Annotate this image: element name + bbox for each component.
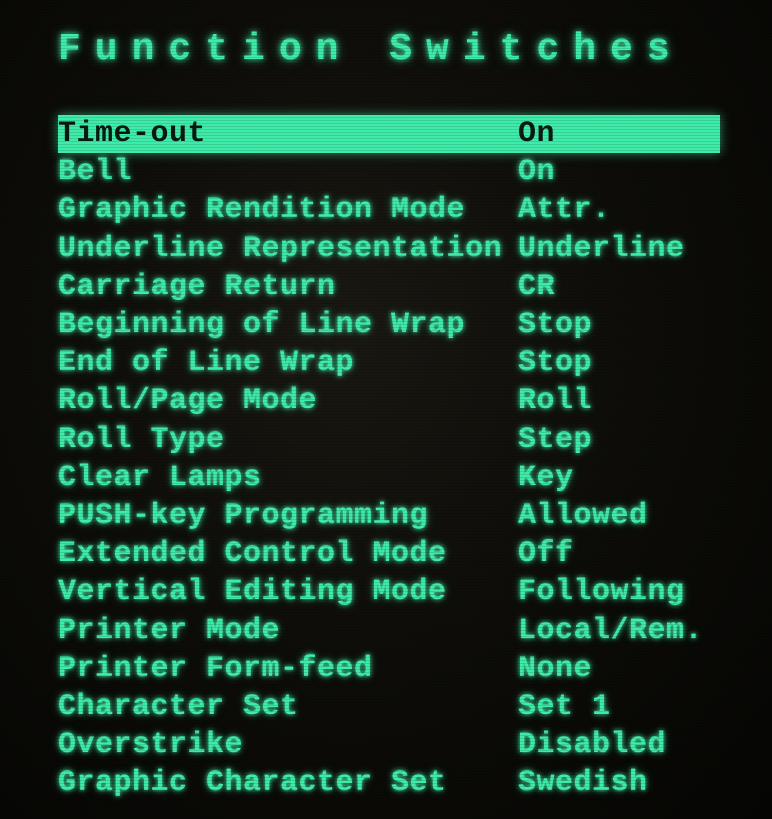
setting-value[interactable]: Stop [518, 348, 592, 378]
setting-label: Roll Type [58, 425, 518, 455]
setting-label: Time-out [58, 119, 518, 149]
setting-row[interactable]: Roll/Page ModeRoll [58, 382, 720, 420]
setting-row[interactable]: BellOn [58, 153, 720, 191]
setting-row[interactable]: Carriage ReturnCR [58, 268, 720, 306]
setting-label: Beginning of Line Wrap [58, 310, 518, 340]
setting-label: Carriage Return [58, 272, 518, 302]
setting-value[interactable]: Following [518, 577, 685, 607]
setting-row[interactable]: Roll TypeStep [58, 421, 720, 459]
setting-value[interactable]: Off [518, 539, 574, 569]
setting-value[interactable]: Local/Rem. [518, 616, 703, 646]
setting-row[interactable]: Character SetSet 1 [58, 688, 720, 726]
setting-row[interactable]: Printer ModeLocal/Rem. [58, 611, 720, 649]
settings-list: Time-outOnBellOnGraphic Rendition ModeAt… [58, 115, 720, 802]
setting-row[interactable]: Vertical Editing ModeFollowing [58, 573, 720, 611]
setting-value[interactable]: On [518, 157, 555, 187]
setting-value[interactable]: On [518, 119, 555, 149]
setting-label: Printer Form-feed [58, 654, 518, 684]
setting-label: Printer Mode [58, 616, 518, 646]
setting-value[interactable]: Stop [518, 310, 592, 340]
setting-label: Clear Lamps [58, 463, 518, 493]
setting-row[interactable]: OverstrikeDisabled [58, 726, 720, 764]
setting-label: Vertical Editing Mode [58, 577, 518, 607]
setting-label: Extended Control Mode [58, 539, 518, 569]
setting-row[interactable]: Time-outOn [58, 115, 720, 153]
setting-value[interactable]: Swedish [518, 768, 648, 798]
setting-value[interactable]: Allowed [518, 501, 648, 531]
setting-row[interactable]: End of Line WrapStop [58, 344, 720, 382]
setting-label: Bell [58, 157, 518, 187]
setting-row[interactable]: Extended Control ModeOff [58, 535, 720, 573]
setting-value[interactable]: Key [518, 463, 574, 493]
setting-value[interactable]: Set 1 [518, 692, 611, 722]
setting-label: End of Line Wrap [58, 348, 518, 378]
setting-value[interactable]: None [518, 654, 592, 684]
setting-label: Roll/Page Mode [58, 386, 518, 416]
setting-label: Overstrike [58, 730, 518, 760]
setting-label: PUSH-key Programming [58, 501, 518, 531]
setting-value[interactable]: Attr. [518, 195, 611, 225]
setting-label: Character Set [58, 692, 518, 722]
setting-value[interactable]: Disabled [518, 730, 666, 760]
setting-row[interactable]: PUSH-key ProgrammingAllowed [58, 497, 720, 535]
setting-row[interactable]: Underline RepresentationUnderline [58, 230, 720, 268]
setting-row[interactable]: Beginning of Line WrapStop [58, 306, 720, 344]
setting-row[interactable]: Graphic Rendition ModeAttr. [58, 191, 720, 229]
setting-label: Graphic Rendition Mode [58, 195, 518, 225]
page-title: Function Switches [58, 28, 720, 71]
setting-row[interactable]: Clear LampsKey [58, 459, 720, 497]
setting-row[interactable]: Graphic Character SetSwedish [58, 764, 720, 802]
setting-value[interactable]: Underline [518, 234, 685, 264]
setting-value[interactable]: CR [518, 272, 555, 302]
setting-label: Graphic Character Set [58, 768, 518, 798]
setting-label: Underline Representation [58, 234, 518, 264]
setting-value[interactable]: Step [518, 425, 592, 455]
terminal-screen: Function Switches Time-outOnBellOnGraphi… [0, 0, 772, 802]
setting-value[interactable]: Roll [518, 386, 592, 416]
setting-row[interactable]: Printer Form-feedNone [58, 650, 720, 688]
